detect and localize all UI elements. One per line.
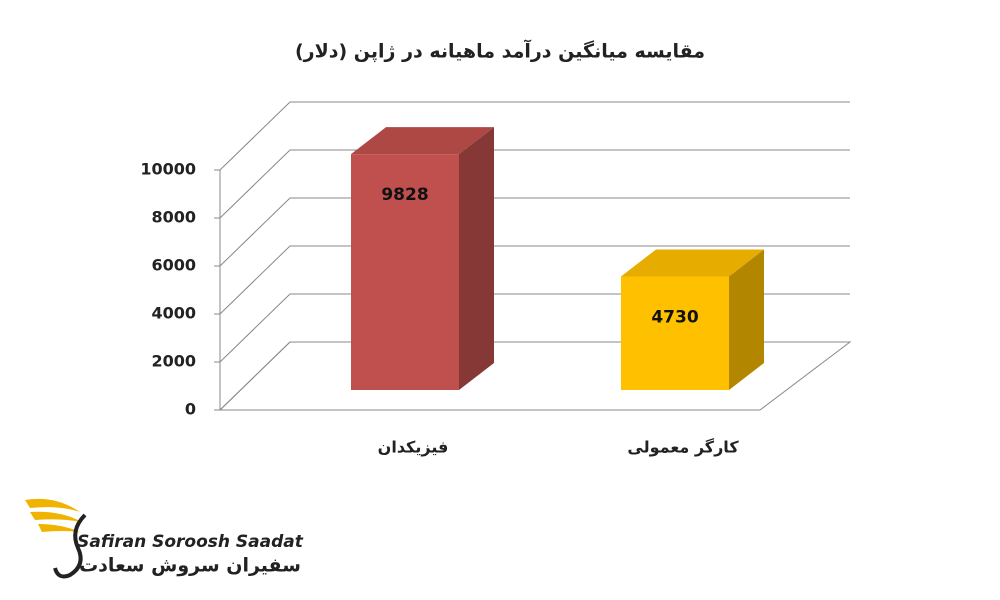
y-tick-label: 6000 bbox=[151, 256, 196, 275]
bar bbox=[351, 154, 459, 390]
grid-line bbox=[219, 197, 850, 267]
bar bbox=[621, 276, 729, 390]
grid-line bbox=[219, 149, 850, 219]
y-tick-label: 0 bbox=[185, 400, 196, 419]
grid-line bbox=[219, 245, 850, 315]
x-tick-label: فیزیکدان bbox=[378, 438, 449, 457]
data-label: 4730 bbox=[651, 307, 698, 327]
logo-swan bbox=[53, 513, 87, 579]
bar-top bbox=[621, 249, 764, 277]
x-tick-label: کارگر معمولی bbox=[627, 438, 739, 457]
grid-line bbox=[219, 101, 850, 171]
chart-title: مقایسه میانگین درآمد ماهیانه در ژاپن (دل… bbox=[295, 39, 705, 63]
bar-top bbox=[351, 127, 494, 155]
y-tick-label: 4000 bbox=[151, 304, 196, 323]
y-tick-label: 10000 bbox=[140, 160, 196, 179]
y-tick-label: 8000 bbox=[151, 208, 196, 227]
logo-wing bbox=[25, 498, 82, 532]
logo-persian: سفیران سروش سعادت bbox=[79, 555, 301, 577]
logo-latin: Safiran Soroosh Saadat bbox=[77, 532, 304, 552]
bar-side bbox=[459, 127, 494, 391]
logo: Safiran Soroosh Saadat سفیران سروش سعادت bbox=[25, 498, 304, 579]
data-label: 9828 bbox=[381, 185, 428, 205]
bar-side bbox=[729, 249, 764, 390]
y-tick-label: 2000 bbox=[151, 352, 196, 371]
